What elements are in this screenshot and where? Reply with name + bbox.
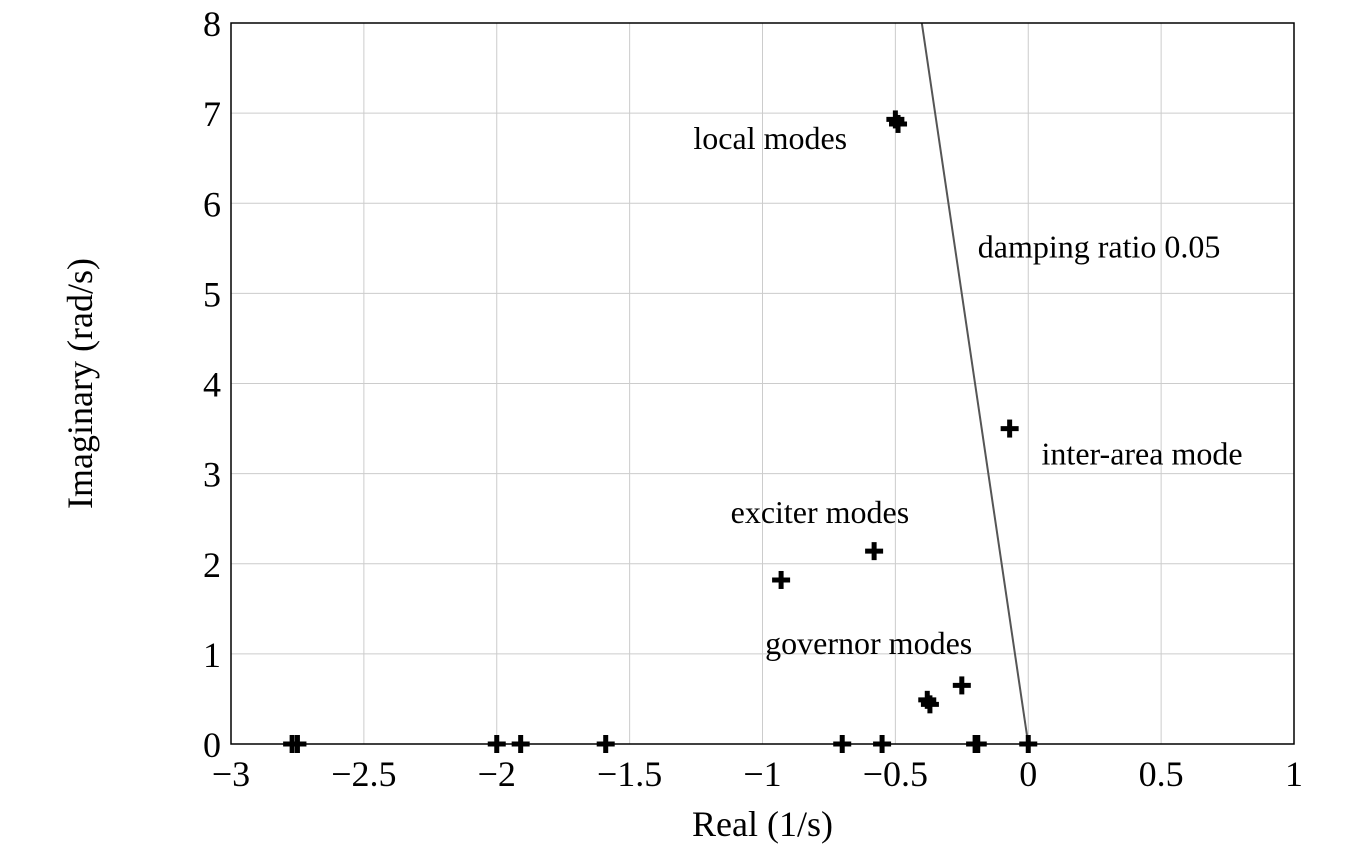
y-tick-label: 3 (203, 455, 221, 495)
eigenvalue-marker (772, 570, 791, 589)
annotation-label: damping ratio 0.05 (978, 228, 1221, 264)
annotation-label: exciter modes (731, 494, 910, 530)
x-axis-ticks: −3 −2.5 −2 −1.5 −1 −0.5 0 0.5 1 (212, 754, 1303, 794)
x-tick-label: 0.5 (1139, 754, 1184, 794)
y-tick-label: 5 (203, 274, 221, 314)
annotation-label: local modes (693, 120, 847, 156)
y-tick-label: 7 (203, 94, 221, 134)
eigenvalue-marker (952, 676, 971, 695)
y-tick-label: 4 (203, 365, 221, 405)
y-tick-label: 2 (203, 545, 221, 585)
plot-frame (230, 22, 1295, 745)
annotation-label: inter-area mode (1042, 436, 1243, 472)
x-tick-label: −2.5 (331, 754, 396, 794)
damping-ratio-line (920, 22, 1030, 745)
y-tick-label: 8 (203, 4, 221, 44)
x-tick-label: 1 (1285, 754, 1303, 794)
x-tick-label: −2 (478, 754, 516, 794)
x-tick-label: −0.5 (863, 754, 928, 794)
y-tick-label: 6 (203, 184, 221, 224)
annotation-label: governor modes (765, 625, 972, 661)
x-tick-label: 0 (1019, 754, 1037, 794)
y-tick-label: 1 (203, 635, 221, 675)
y-axis-label: Imaginary (rad/s) (60, 258, 100, 509)
x-axis-label: Real (1/s) (692, 804, 833, 844)
eigenvalue-marker (889, 114, 908, 133)
eigenvalue-marker (1000, 419, 1019, 438)
eigenvalue-marker (918, 690, 937, 709)
y-tick-label: 0 (203, 725, 221, 765)
annotations: local modes damping ratio 0.05 inter-area … (693, 120, 1242, 661)
eigenvalue-marker (865, 542, 884, 561)
y-axis-ticks: 0 1 2 3 4 5 6 7 8 (203, 4, 221, 765)
x-tick-label: −3 (212, 754, 250, 794)
x-tick-label: −1.5 (597, 754, 662, 794)
x-tick-label: −1 (743, 754, 781, 794)
